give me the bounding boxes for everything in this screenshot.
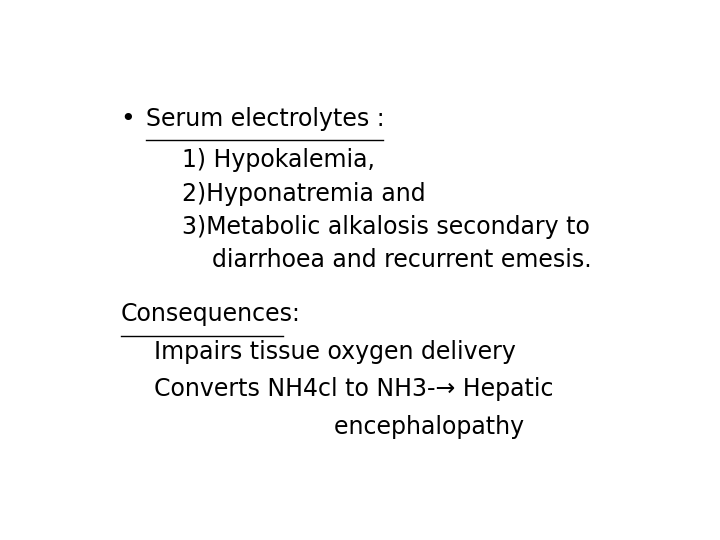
Text: diarrhoea and recurrent emesis.: diarrhoea and recurrent emesis.	[182, 248, 592, 272]
Text: 3)Metabolic alkalosis secondary to: 3)Metabolic alkalosis secondary to	[182, 215, 590, 239]
Text: 1) Hypokalemia,: 1) Hypokalemia,	[182, 148, 375, 172]
Text: •: •	[121, 107, 135, 131]
Text: 2)Hyponatremia and: 2)Hyponatremia and	[182, 181, 426, 206]
Text: Consequences:: Consequences:	[121, 302, 300, 326]
Text: encephalopathy: encephalopathy	[154, 415, 524, 438]
Text: Serum electrolytes :: Serum electrolytes :	[145, 107, 384, 131]
Text: Converts NH4cl to NH3-→ Hepatic: Converts NH4cl to NH3-→ Hepatic	[154, 377, 554, 401]
Text: Impairs tissue oxygen delivery: Impairs tissue oxygen delivery	[154, 340, 516, 364]
